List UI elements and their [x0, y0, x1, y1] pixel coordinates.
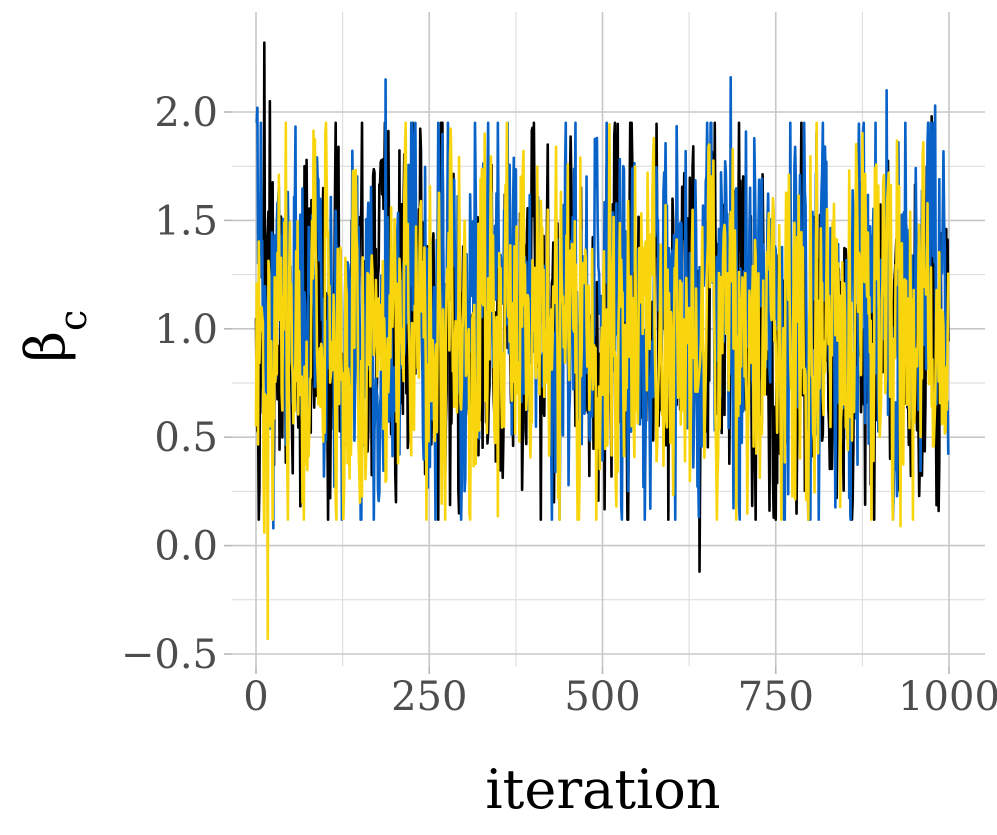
y-tick-label: −0.5 — [121, 632, 218, 678]
y-tick-label: 1.0 — [154, 307, 218, 353]
axis-layer: 0 250 500 750 1000 −0.5 0.0 0.5 1.0 1.5 2.0 — [121, 90, 997, 720]
x-tick-label: 0 — [243, 674, 268, 720]
y-tick-label: 0.5 — [154, 415, 218, 461]
x-tick-label: 1000 — [898, 674, 997, 720]
y-axis-title-base: β — [14, 331, 77, 362]
x-axis-title: iteration — [485, 758, 720, 821]
y-tick-label: 1.5 — [154, 198, 218, 244]
y-axis-title: βc — [14, 310, 95, 363]
x-tick-label: 250 — [391, 674, 467, 720]
y-tick-label: 2.0 — [154, 90, 218, 136]
x-tick-label: 500 — [564, 674, 640, 720]
x-tick-label: 750 — [738, 674, 814, 720]
series-layer — [254, 41, 950, 641]
y-axis-title-subscript: c — [51, 310, 95, 331]
chain-line-3 — [254, 121, 950, 641]
svg-text:βc: βc — [14, 310, 95, 363]
y-tick-label: 0.0 — [154, 524, 218, 570]
